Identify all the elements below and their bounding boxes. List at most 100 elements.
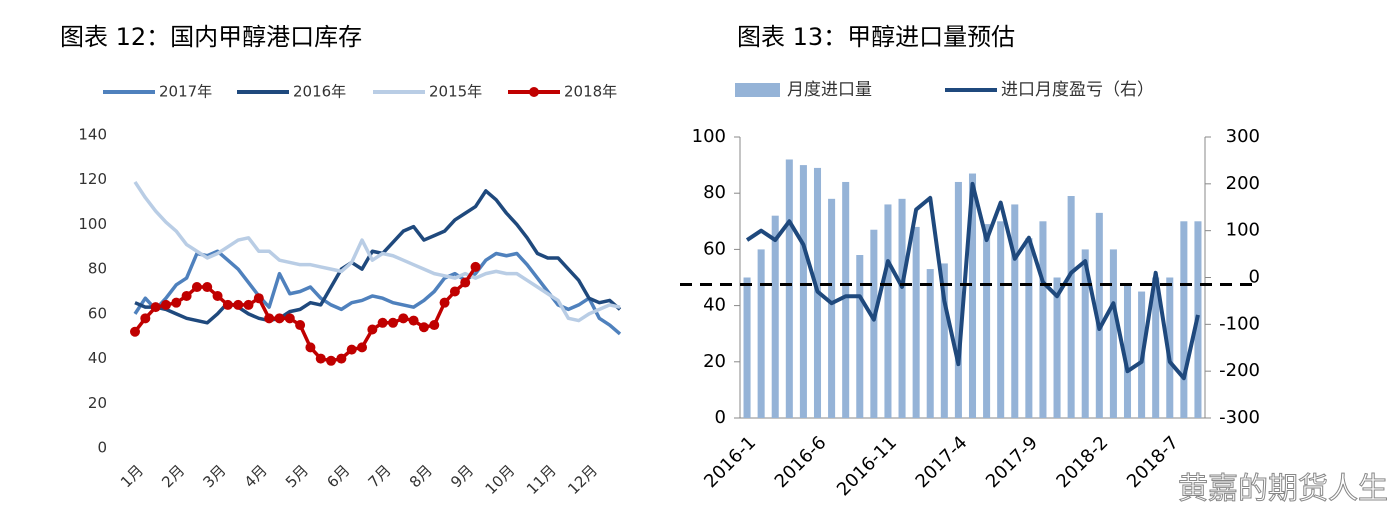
bar <box>912 226 920 418</box>
marker <box>346 344 357 355</box>
bar <box>828 198 836 418</box>
marker <box>253 293 264 304</box>
x-tick-label: 1月 <box>117 461 147 491</box>
y2-tick-label: -200 <box>1219 360 1260 381</box>
marker <box>470 261 481 272</box>
bar <box>743 277 751 418</box>
x-tick-label: 2016-6 <box>771 432 831 492</box>
bar <box>926 269 934 418</box>
legend-label: 月度进口量 <box>787 80 872 100</box>
bar <box>1067 196 1075 418</box>
y-tick-label: 0 <box>97 439 107 457</box>
bar <box>1123 283 1132 418</box>
x-tick-label: 4月 <box>241 461 271 491</box>
marker <box>408 315 419 326</box>
bar <box>856 255 864 418</box>
marker <box>429 320 440 331</box>
marker <box>460 277 471 288</box>
marker <box>418 322 429 333</box>
marker <box>274 313 285 324</box>
bar <box>799 165 807 418</box>
x-tick-label: 2018-7 <box>1123 432 1183 492</box>
line <box>133 180 621 323</box>
legend-label: 2016年 <box>293 83 346 101</box>
legend-label: 2017年 <box>159 83 212 101</box>
chart-title: 图表 13：甲醇进口量预估 <box>737 23 1015 51</box>
y-tick-label: 100 <box>692 126 726 147</box>
y-tick-label: 100 <box>78 215 107 233</box>
marker <box>140 313 151 324</box>
y-tick-label: 80 <box>88 260 107 278</box>
marker <box>181 290 192 301</box>
bar <box>940 263 948 418</box>
bar <box>1025 238 1033 418</box>
marker <box>315 353 326 364</box>
marker <box>160 299 171 310</box>
marker <box>284 313 295 324</box>
bar <box>1095 212 1103 418</box>
marker <box>222 299 233 310</box>
bar <box>1053 277 1061 418</box>
watermark: 黄嘉的期货人生 <box>1178 472 1388 507</box>
x-tick-label: 9月 <box>447 461 477 491</box>
bar <box>997 221 1005 418</box>
bar <box>1011 204 1019 418</box>
marker <box>130 326 140 337</box>
x-tick-label: 2月 <box>158 461 188 491</box>
line <box>134 189 622 325</box>
bar <box>771 215 779 418</box>
bar <box>870 229 878 418</box>
x-tick-label: 2018-2 <box>1052 432 1112 492</box>
y-tick-label: 60 <box>703 238 726 259</box>
x-tick-label: 2017-4 <box>912 432 972 492</box>
x-tick-label: 10月 <box>482 461 519 498</box>
y-tick-label: 60 <box>88 304 107 322</box>
chart-title: 图表 12：国内甲醇港口库存 <box>60 23 362 51</box>
x-tick-label: 11月 <box>523 461 560 498</box>
marker <box>398 313 409 324</box>
bar <box>842 181 850 418</box>
x-tick-label: 3月 <box>199 461 229 491</box>
y-tick-label: 80 <box>703 182 726 203</box>
bar <box>1166 277 1174 418</box>
marker <box>150 302 161 313</box>
marker <box>336 353 347 364</box>
x-tick-label: 12月 <box>564 461 601 498</box>
x-tick-label: 2016-11 <box>833 432 901 500</box>
x-tick-label: 8月 <box>406 461 436 491</box>
bar <box>757 249 765 418</box>
marker <box>295 320 306 331</box>
x-tick-label: 5月 <box>282 461 312 491</box>
marker <box>377 317 388 328</box>
y2-tick-label: 100 <box>1226 220 1260 241</box>
y-tick-label: 40 <box>703 295 726 316</box>
y-tick-label: 20 <box>88 394 107 412</box>
y-tick-label: 0 <box>715 407 726 428</box>
line <box>133 265 477 363</box>
legend-marker <box>529 87 539 97</box>
marker <box>233 299 244 310</box>
marker <box>191 282 202 293</box>
marker <box>305 342 316 353</box>
marker <box>449 286 460 297</box>
y2-tick-label: -100 <box>1219 313 1260 334</box>
bar <box>954 181 962 418</box>
x-tick-label: 2017-9 <box>982 432 1042 492</box>
bar <box>983 224 991 418</box>
y-tick-label: 120 <box>78 170 107 188</box>
x-tick-label: 2016-1 <box>700 432 760 492</box>
marker <box>264 313 275 324</box>
legend-label: 2018年 <box>564 83 617 101</box>
bar <box>1039 221 1047 418</box>
line <box>745 181 1200 381</box>
y2-tick-label: -300 <box>1219 407 1260 428</box>
legend-label: 进口月度盈亏（右） <box>1001 80 1154 100</box>
marker <box>439 297 450 308</box>
y-tick-label: 40 <box>88 349 107 367</box>
bar <box>884 204 892 418</box>
marker <box>171 297 182 308</box>
bar <box>898 198 906 418</box>
marker <box>357 342 368 353</box>
legend-swatch <box>735 83 780 97</box>
